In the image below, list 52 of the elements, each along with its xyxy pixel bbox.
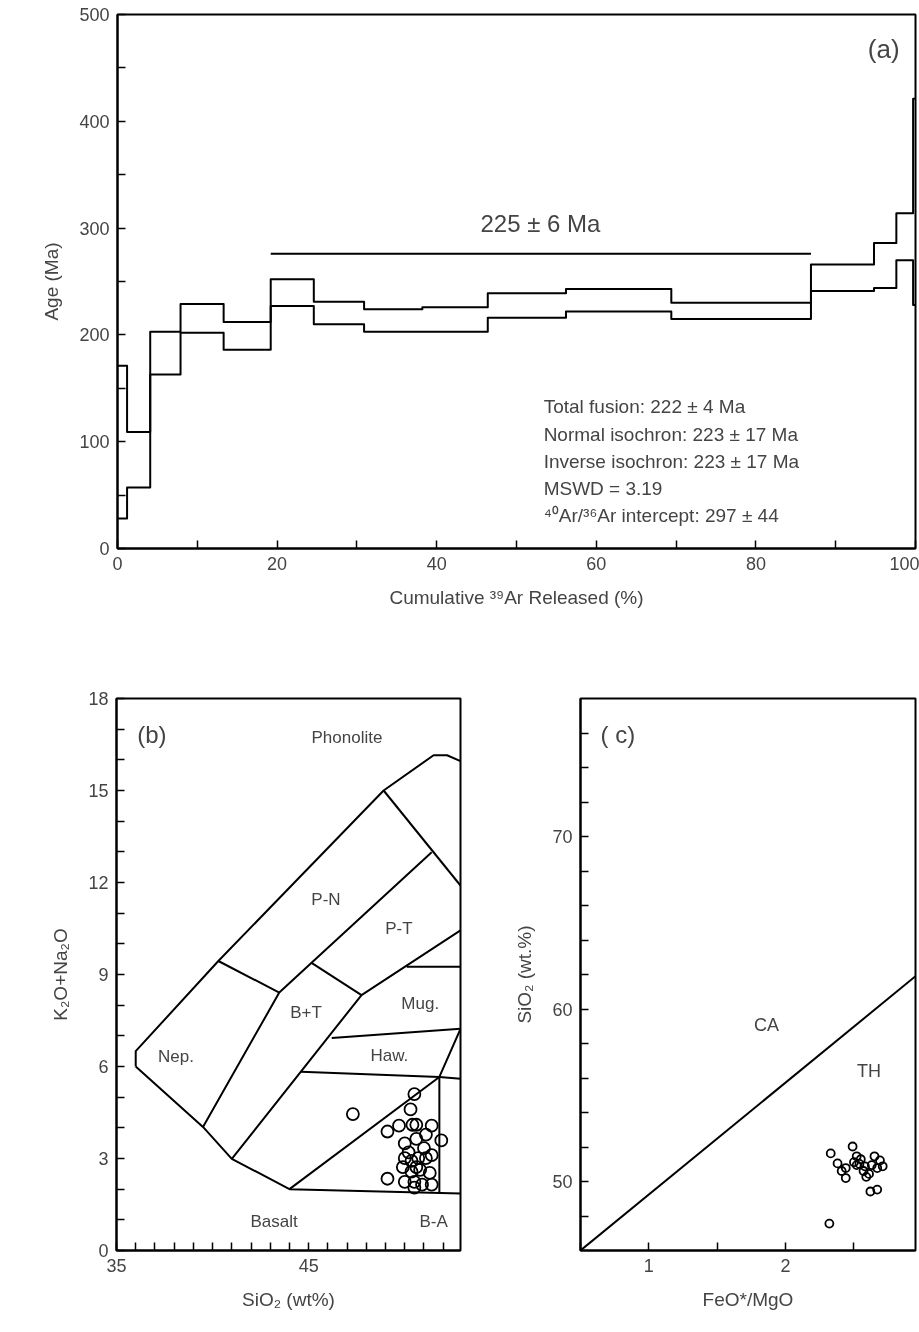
y-tick-label: 18 [88, 689, 109, 709]
x-tick-label: 45 [298, 1255, 319, 1276]
y-tick-label: 300 [79, 218, 110, 239]
text: ( c) [600, 720, 636, 748]
x-axis-title: Cumulative ³⁹Ar Released (%) [389, 586, 644, 608]
y-tick-label: 12 [88, 873, 109, 893]
annotation: P-T [385, 919, 413, 939]
y-tick-label: 200 [79, 325, 110, 346]
y-tick-label: 0 [99, 539, 110, 559]
annotation: Haw. [370, 1045, 409, 1065]
y-tick-label: 9 [98, 965, 109, 985]
annotation: B+T [290, 1002, 322, 1022]
annotation: CA [753, 1014, 779, 1035]
annotation: Inverse isochron: 223 ± 17 Ma [543, 450, 800, 472]
annotation: ⁴⁰Ar/³⁶Ar intercept: 297 ± 44 [543, 505, 780, 527]
y-axis-title: Age (Ma) [41, 242, 63, 321]
annotation: Mug. [401, 994, 440, 1014]
annotation: MSWD = 3.19 [543, 478, 663, 500]
x-axis-title: FeO*/MgO [702, 1288, 794, 1310]
x-tick-label: 60 [586, 553, 607, 574]
x-tick-label: 80 [745, 553, 766, 574]
annotation: P-N [311, 889, 341, 909]
y-tick-label: 15 [88, 781, 109, 801]
y-tick-label: 50 [552, 1172, 573, 1192]
y-axis-title: K₂O+Na₂O [50, 928, 72, 1021]
x-tick-label: 1 [643, 1255, 654, 1276]
y-tick-label: 400 [79, 111, 110, 132]
y-tick-label: 6 [98, 1057, 109, 1077]
x-tick-label: 35 [106, 1255, 127, 1276]
annotation: Normal isochron: 223 ± 17 Ma [543, 423, 799, 445]
y-tick-label: 0 [98, 1241, 109, 1261]
y-tick-label: 100 [79, 432, 110, 453]
x-tick-label: 40 [426, 553, 447, 574]
x-tick-label: 20 [267, 553, 288, 574]
y-tick-label: 70 [552, 827, 573, 847]
y-axis-title: SiO₂ (wt.%) [514, 925, 536, 1024]
text: (b) [137, 720, 167, 748]
annotation: TH [856, 1060, 881, 1081]
annotation: Phonolite [311, 728, 383, 748]
annotation: B-A [419, 1211, 449, 1231]
x-tick-label: 100 [889, 553, 919, 574]
annotation: Basalt [250, 1211, 298, 1231]
x-tick-label: 0 [112, 553, 123, 574]
x-axis-title: SiO₂ (wt%) [242, 1288, 335, 1310]
annotation: Nep. [158, 1046, 194, 1066]
y-tick-label: 3 [98, 1149, 109, 1169]
text: (a) [867, 34, 900, 65]
y-tick-label: 500 [79, 5, 110, 25]
x-tick-label: 2 [780, 1255, 791, 1276]
annotation: Total fusion: 222 ± 4 Ma [543, 396, 746, 418]
annotation: 225 ± 6 Ma [480, 210, 602, 238]
y-tick-label: 60 [552, 999, 573, 1020]
